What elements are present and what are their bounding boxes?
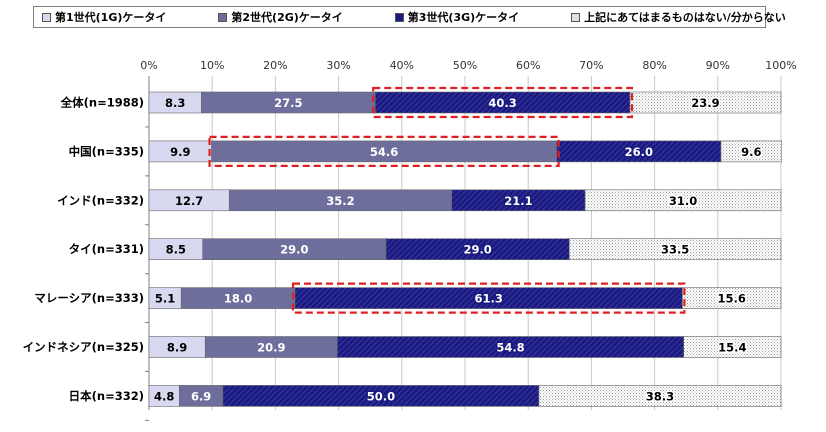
x-tick-label: 100% — [765, 59, 796, 72]
bar-segment — [629, 91, 782, 114]
data-label: 54.8 — [496, 341, 524, 355]
data-label: 35.2 — [326, 194, 354, 208]
data-label: 4.8 — [154, 389, 174, 403]
bar-segment — [568, 238, 782, 260]
highlight-box — [291, 282, 686, 314]
x-tick-label: 50% — [453, 59, 477, 72]
data-label: 20.9 — [257, 341, 285, 355]
x-tick-labels: 0% 10% 20% 30% 40% 50% 60% 70% 80% 90% 100% — [140, 59, 796, 72]
data-label: 61.3 — [475, 292, 503, 306]
category-label: 中国(n=335) — [69, 144, 144, 158]
data-label: 33.5 — [661, 243, 689, 257]
x-tick-label: 60% — [516, 59, 540, 72]
data-label: 15.4 — [718, 341, 746, 355]
x-tick-label: 80% — [642, 59, 666, 72]
x-tick-label: 30% — [326, 59, 350, 72]
data-label: 9.9 — [170, 145, 190, 159]
data-label: 5.1 — [155, 292, 175, 306]
x-tick-label: 40% — [390, 59, 414, 72]
bar-segment — [584, 189, 782, 212]
bar-segment — [682, 287, 782, 309]
category-label: マレーシア(n=333) — [34, 291, 144, 305]
data-label: 40.3 — [488, 96, 516, 110]
data-label: 29.0 — [463, 243, 491, 257]
data-labels: 8.3 27.5 40.3 23.9 9.9 54.6 26.0 9.6 12.7 35.2 21.… — [154, 95, 763, 405]
legend-swatch-3g — [394, 12, 404, 22]
x-tick-label: 90% — [706, 59, 730, 72]
category-label: インドネシア(n=325) — [23, 340, 144, 354]
legend: 第1世代(1G)ケータイ 第2世代(2G)ケータイ 第3世代(3G)ケータイ 上… — [33, 6, 786, 28]
highlight-box — [208, 135, 560, 167]
legend-item-none: 上記にあてはまるものはない/分からない — [563, 9, 786, 25]
legend-swatch-1g — [42, 12, 51, 22]
data-label: 29.0 — [280, 243, 308, 257]
bar-segment — [538, 385, 782, 407]
x-tick-label: 20% — [263, 59, 287, 72]
data-label: 21.1 — [504, 194, 532, 208]
legend-item-3g: 第3世代(3G)ケータイ — [387, 9, 519, 25]
data-label: 8.5 — [166, 243, 186, 257]
data-label: 54.6 — [370, 145, 398, 159]
data-label: 9.6 — [741, 145, 761, 159]
category-label: 全体(n=1988) — [60, 96, 144, 110]
data-label: 50.0 — [367, 389, 395, 403]
data-label: 18.0 — [224, 292, 252, 306]
legend-label-none: 上記にあてはまるものはない/分からない — [584, 11, 786, 24]
data-label: 31.0 — [669, 194, 697, 208]
legend-label-1g: 第1世代(1G)ケータイ — [55, 11, 167, 24]
category-labels: 全体(n=1988) 中国(n=335) インド(n=332) タイ(n=331) マレ… — [23, 96, 149, 421]
data-label: 12.7 — [175, 194, 203, 208]
x-tick-label: 10% — [200, 59, 224, 72]
data-label: 8.9 — [167, 341, 187, 355]
data-label: 8.3 — [165, 96, 185, 110]
bar-segment — [683, 336, 782, 358]
bar-segment — [720, 140, 782, 163]
legend-swatch-none — [571, 12, 581, 22]
legend-label-2g: 第2世代(2G)ケータイ — [231, 11, 343, 24]
data-label: 6.9 — [191, 389, 211, 403]
category-label: インド(n=332) — [57, 193, 144, 207]
legend-item-2g: 第2世代(2G)ケータイ — [210, 9, 343, 25]
data-label: 38.3 — [646, 389, 674, 403]
legend-label-3g: 第3世代(3G)ケータイ — [407, 11, 520, 24]
legend-item-1g: 第1世代(1G)ケータイ — [34, 9, 166, 25]
data-label: 23.9 — [691, 96, 719, 110]
legend-swatch-2g — [218, 12, 228, 22]
x-tick-label: 0% — [140, 59, 157, 72]
category-label: 日本(n=332) — [69, 389, 144, 403]
highlight-boxes — [208, 86, 686, 314]
data-label: 26.0 — [625, 145, 653, 159]
category-label: タイ(n=331) — [69, 242, 144, 256]
data-label: 27.5 — [274, 96, 302, 110]
bar-segments — [148, 91, 782, 407]
x-tick-label: 70% — [579, 59, 603, 72]
data-label: 15.6 — [718, 292, 746, 306]
